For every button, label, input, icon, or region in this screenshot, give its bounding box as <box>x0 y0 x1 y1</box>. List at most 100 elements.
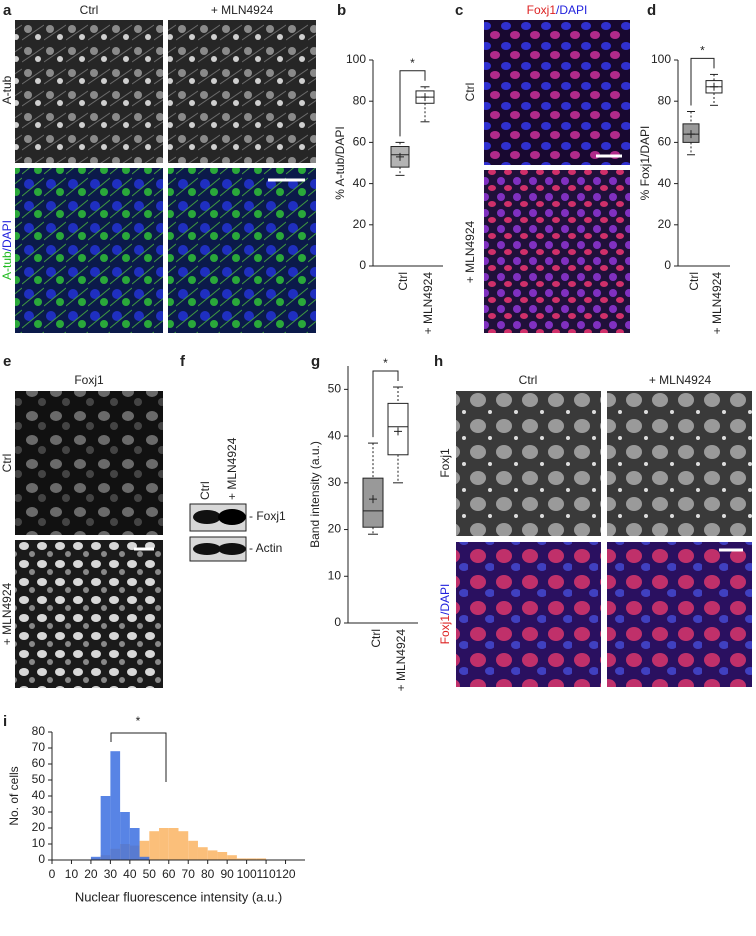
x-tick-label: 10 <box>65 867 79 881</box>
histogram-bar <box>120 812 130 860</box>
histogram-bar <box>139 840 150 860</box>
y-tick-label: 30 <box>328 475 342 489</box>
micrograph <box>15 391 163 535</box>
column-label: Ctrl <box>198 481 212 500</box>
row-label: Ctrl <box>463 83 477 102</box>
y-axis-label: Band intensity (a.u.) <box>308 441 322 548</box>
x-tick-label: 50 <box>143 867 157 881</box>
x-tick-label: 30 <box>104 867 118 881</box>
x-tick-label: 120 <box>276 867 296 881</box>
column-label: Foxj1 <box>74 373 104 387</box>
y-tick-label: 100 <box>346 52 366 66</box>
y-tick-label: 80 <box>32 724 46 738</box>
histogram-bar <box>168 828 179 860</box>
y-axis-label: % A-tub/DAPI <box>333 126 347 199</box>
panel-label: f <box>180 353 186 370</box>
panel-label: e <box>3 353 11 370</box>
y-tick-label: 40 <box>328 428 342 442</box>
panel-label: h <box>434 353 443 370</box>
y-tick-label: 40 <box>658 176 672 190</box>
x-tick-label: Ctrl <box>369 629 383 648</box>
histogram-bar <box>129 828 140 860</box>
micrograph <box>484 170 630 333</box>
histogram-bar <box>236 858 247 860</box>
column-label: Foxj1/DAPI <box>527 3 588 17</box>
mean <box>396 152 404 161</box>
micrograph <box>484 20 630 165</box>
y-tick-label: 40 <box>32 788 46 802</box>
micrograph <box>456 542 601 687</box>
histogram-bar <box>207 850 218 860</box>
y-tick-label: 80 <box>658 93 672 107</box>
y-axis-label: % Foxj1/DAPI <box>638 126 652 201</box>
micrograph <box>456 391 601 536</box>
histogram-bar <box>246 858 257 860</box>
y-tick-label: 20 <box>353 217 367 231</box>
histogram-bar <box>188 840 198 860</box>
x-tick-label: + MLN4924 <box>710 272 724 335</box>
y-axis-label: No. of cells <box>7 766 21 825</box>
panel-label: i <box>3 713 7 730</box>
significance-label: * <box>410 56 415 70</box>
significance-bracket <box>372 370 399 438</box>
histogram-bar <box>110 751 121 860</box>
y-tick-label: 20 <box>32 820 46 834</box>
column-label: + MLN4924 <box>649 373 712 387</box>
histogram-bar <box>139 856 150 860</box>
x-tick-label: 80 <box>201 867 215 881</box>
y-tick-label: 0 <box>38 852 45 866</box>
row-label: A-tub/DAPI <box>0 220 14 280</box>
y-tick-label: 60 <box>353 135 367 149</box>
band <box>193 510 221 524</box>
x-tick-label: 40 <box>123 867 137 881</box>
band <box>193 543 221 555</box>
x-axis-label: Nuclear fluorescence intensity (a.u.) <box>75 889 282 904</box>
significance-label: * <box>700 44 705 58</box>
label-part: Foxj1 <box>438 615 452 645</box>
micrograph <box>607 542 752 687</box>
y-tick-label: 30 <box>32 804 46 818</box>
mean <box>710 82 718 91</box>
label-part: /DAPI <box>556 3 587 17</box>
micrograph <box>15 20 163 163</box>
y-tick-label: 100 <box>651 52 671 66</box>
y-tick-label: 10 <box>32 836 46 850</box>
label-part: /DAPI <box>0 220 14 251</box>
band-label: - Foxj1 <box>249 509 286 523</box>
histogram-bar <box>159 828 169 860</box>
label-part: A-tub <box>0 251 14 280</box>
band-label: - Actin <box>249 541 282 555</box>
band <box>218 543 246 555</box>
column-label: Ctrl <box>519 373 538 387</box>
label-part: Foxj1 <box>256 509 286 523</box>
y-tick-label: 0 <box>359 258 366 272</box>
y-tick-label: 10 <box>328 568 342 582</box>
panel-label: c <box>455 2 463 19</box>
significance-label: * <box>383 356 388 370</box>
y-tick-label: 70 <box>32 740 46 754</box>
row-label: + MLN4924 <box>0 582 14 645</box>
mean <box>369 495 377 504</box>
y-tick-label: 20 <box>658 217 672 231</box>
significance-bracket <box>399 70 426 137</box>
x-tick-label: 60 <box>162 867 176 881</box>
mean <box>394 427 402 436</box>
significance-bracket <box>110 732 167 782</box>
histogram-bar <box>149 831 160 860</box>
micrograph <box>168 20 316 163</box>
histogram-bar <box>197 847 208 860</box>
label-part: Actin <box>256 541 283 555</box>
row-label: Foxj1/DAPI <box>438 584 452 645</box>
label-part: /DAPI <box>438 584 452 615</box>
x-tick-label: + MLN4924 <box>394 629 408 692</box>
y-tick-label: 0 <box>664 258 671 272</box>
column-label: Ctrl <box>80 3 99 17</box>
x-tick-label: 70 <box>182 867 196 881</box>
histogram-bar <box>100 796 111 860</box>
x-tick-label: 90 <box>220 867 234 881</box>
histogram-bar <box>227 855 237 860</box>
y-tick-label: 50 <box>328 382 342 396</box>
label-part: Foxj1 <box>527 3 557 17</box>
panel-label: d <box>647 2 656 19</box>
